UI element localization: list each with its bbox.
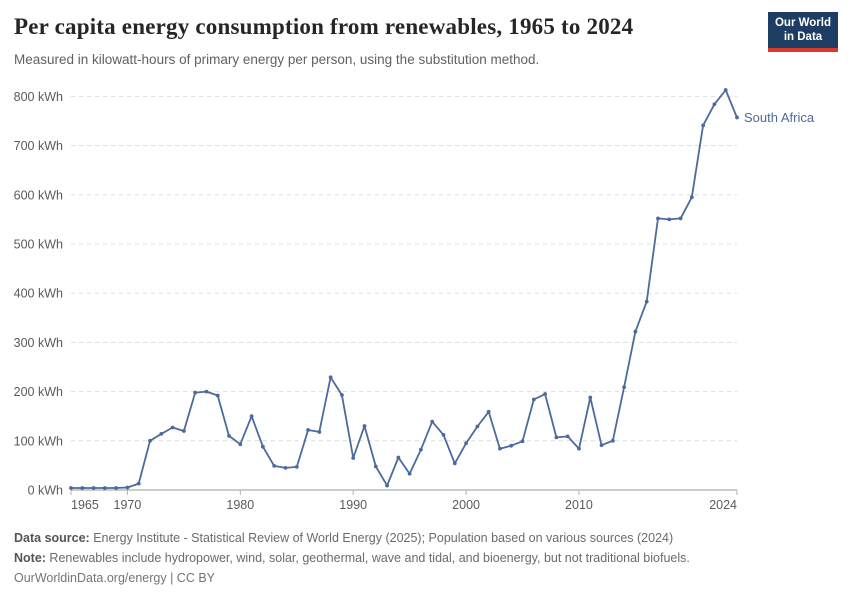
data-point-marker — [249, 414, 254, 419]
data-point-marker — [498, 446, 502, 451]
series-end-label: South Africa — [744, 110, 815, 125]
data-point-marker — [464, 441, 468, 446]
owid-logo: Our World in Data — [768, 12, 838, 52]
page-title: Per capita energy consumption from renew… — [14, 14, 634, 39]
data-point-marker — [193, 390, 198, 395]
data-source-line: Data source: Energy Institute - Statisti… — [14, 528, 824, 548]
y-tick-label: 200 kWh — [14, 385, 63, 399]
data-point-marker — [633, 329, 638, 334]
y-tick-label: 500 kWh — [14, 238, 63, 252]
data-point-marker — [622, 385, 627, 390]
data-point-marker — [712, 102, 717, 107]
data-point-marker — [69, 486, 73, 490]
owid-logo-line2: in Data — [783, 31, 823, 43]
data-point-marker — [577, 446, 581, 451]
x-tick-label: 1970 — [114, 498, 142, 512]
data-point-marker — [430, 419, 435, 424]
data-point-marker — [599, 443, 604, 448]
data-point-marker — [701, 123, 706, 128]
data-point-marker — [260, 444, 265, 449]
data-point-marker — [114, 486, 119, 490]
data-point-marker — [723, 88, 728, 92]
y-tick-label: 800 kWh — [14, 90, 63, 104]
data-point-marker — [610, 438, 615, 443]
y-tick-label: 400 kWh — [14, 287, 63, 301]
data-point-marker — [385, 483, 389, 488]
data-point-marker — [125, 485, 130, 490]
data-point-marker — [283, 465, 288, 470]
y-tick-label: 0 kWh — [28, 484, 63, 498]
data-point-marker — [340, 393, 344, 397]
data-point-marker — [475, 424, 480, 429]
data-point-marker — [486, 409, 491, 414]
data-point-marker — [159, 432, 164, 436]
data-source-text: Energy Institute - Statistical Review of… — [89, 531, 674, 545]
data-point-marker — [328, 375, 333, 380]
data-point-marker — [238, 442, 243, 447]
y-tick-label: 100 kWh — [14, 434, 63, 448]
data-point-marker — [272, 463, 277, 468]
y-tick-label: 300 kWh — [14, 336, 63, 350]
data-point-marker — [294, 464, 299, 469]
data-point-marker — [306, 428, 310, 432]
data-source-label: Data source: — [14, 531, 90, 545]
data-point-marker — [543, 392, 548, 396]
note-line: Note: Renewables include hydropower, win… — [14, 548, 824, 568]
x-tick-label: 1990 — [339, 498, 367, 512]
data-point-marker — [227, 433, 231, 438]
data-point-marker — [91, 486, 96, 490]
data-point-marker — [362, 424, 367, 428]
data-point-marker — [80, 486, 85, 490]
data-point-marker — [215, 393, 220, 398]
data-point-marker — [678, 216, 683, 221]
data-point-marker — [181, 429, 186, 433]
note-label: Note: — [14, 551, 46, 565]
chart-footer: Data source: Energy Institute - Statisti… — [14, 528, 824, 588]
data-point-marker — [554, 435, 559, 440]
data-point-marker — [396, 455, 401, 460]
data-point-marker — [136, 481, 141, 486]
y-tick-label: 600 kWh — [14, 188, 63, 202]
data-point-marker — [644, 299, 649, 304]
data-point-marker — [170, 425, 175, 430]
data-point-marker — [441, 432, 446, 437]
chart-subtitle: Measured in kilowatt-hours of primary en… — [14, 52, 540, 67]
y-tick-label: 700 kWh — [14, 139, 63, 153]
data-point-marker — [452, 461, 457, 466]
data-point-marker — [656, 216, 660, 221]
data-point-marker — [509, 443, 514, 448]
data-point-marker — [531, 397, 536, 402]
note-text: Renewables include hydropower, wind, sol… — [45, 551, 690, 565]
data-point-marker — [419, 447, 423, 452]
data-point-marker — [102, 486, 107, 490]
x-tick-label: 2000 — [452, 498, 480, 512]
owid-logo-line1: Our World — [774, 16, 831, 29]
data-point-marker — [407, 471, 412, 476]
x-tick-label: 1980 — [226, 498, 254, 512]
data-point-marker — [148, 438, 152, 443]
series-line — [70, 89, 738, 489]
data-point-marker — [204, 389, 209, 394]
data-point-marker — [588, 395, 593, 400]
data-point-marker — [373, 464, 378, 469]
x-tick-label: 2010 — [565, 498, 593, 512]
license-line: OurWorldinData.org/energy | CC BY — [14, 571, 216, 585]
x-tick-label: 1965 — [71, 498, 99, 512]
data-point-marker — [667, 217, 672, 222]
data-point-marker — [351, 456, 356, 460]
x-tick-label: 2024 — [709, 498, 737, 512]
data-point-marker — [689, 195, 694, 200]
data-point-marker — [565, 434, 570, 439]
data-point-marker — [520, 439, 525, 444]
data-point-marker — [317, 430, 322, 434]
data-point-marker — [735, 115, 739, 120]
